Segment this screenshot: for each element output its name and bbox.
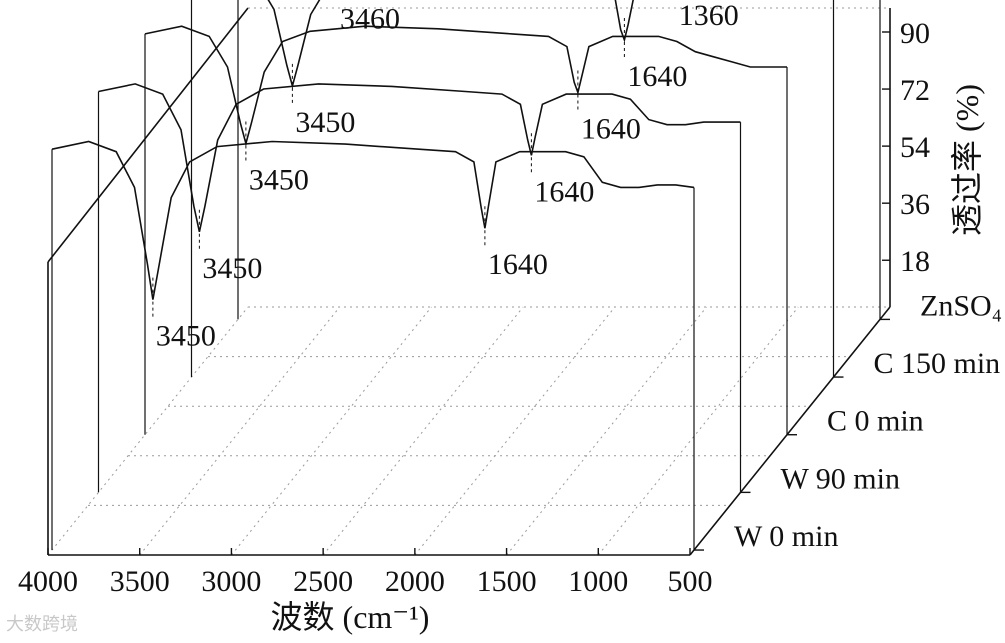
z-tick-label: 36	[900, 188, 930, 221]
peak-annotation-label: 3460	[340, 2, 400, 35]
peak-annotation-label: 1360	[679, 0, 739, 32]
peak-annotation-label: 3450	[156, 320, 216, 353]
axes-frame	[47, 7, 891, 556]
x-tick-label: 2000	[385, 565, 445, 598]
floor-grid-line	[139, 306, 341, 556]
floor-grid-line	[414, 306, 616, 556]
x-axis-title: 波数 (cm⁻¹)	[271, 599, 430, 635]
x-tick-label: 2500	[293, 565, 353, 598]
z-tick-label: 90	[900, 17, 930, 50]
series-label: W 90 min	[781, 462, 900, 495]
floor-grid-line	[47, 306, 249, 556]
x-tick-label: 3000	[201, 565, 261, 598]
label-layer: 4000 3500 3000 2500 2000 1500 1000 500 18 36 54 72 9…	[18, 0, 1002, 598]
series-line-3	[144, 25, 787, 147]
peak-annotation-label: 1640	[488, 248, 548, 281]
peak-annotation-label: 1640	[581, 113, 641, 146]
series-line-1	[51, 140, 695, 300]
series-line-4	[267, 0, 634, 89]
series-label: C 150 min	[874, 347, 1001, 380]
floor-grid-line	[506, 306, 707, 556]
left-wall-top-edge	[47, 7, 249, 263]
z-tick-label: 72	[900, 74, 930, 107]
peak-annotation-label: 1640	[534, 175, 594, 208]
floor-grid-line	[231, 306, 432, 556]
x-tick-label: 1500	[477, 565, 537, 598]
x-tick-label: 1000	[568, 565, 628, 598]
peak-annotation-label: 3450	[295, 106, 355, 139]
x-tick-label: 3500	[110, 565, 170, 598]
watermark-logo: 大数跨境	[6, 614, 78, 635]
peak-annotation-label: 3450	[202, 252, 262, 285]
x-tick-label: 500	[668, 565, 713, 598]
z-axis-title: 透过率 (%)	[949, 84, 985, 236]
z-tick-label: 18	[900, 245, 930, 278]
z-tick-label: 54	[900, 131, 930, 164]
series-layer	[51, 0, 881, 551]
peak-annotation-label: 3450	[249, 164, 309, 197]
series-line-2	[98, 83, 741, 232]
floor-grid-line	[597, 306, 799, 556]
series-label: W 0 min	[734, 520, 838, 553]
depth-axis-line	[689, 306, 891, 556]
peak-annotation-label: 1640	[627, 60, 687, 93]
x-tick-label: 4000	[18, 565, 78, 598]
series-label: C 0 min	[827, 405, 924, 438]
floor-grid-line	[322, 306, 524, 556]
series-label: ZnSO₄	[920, 289, 1002, 322]
